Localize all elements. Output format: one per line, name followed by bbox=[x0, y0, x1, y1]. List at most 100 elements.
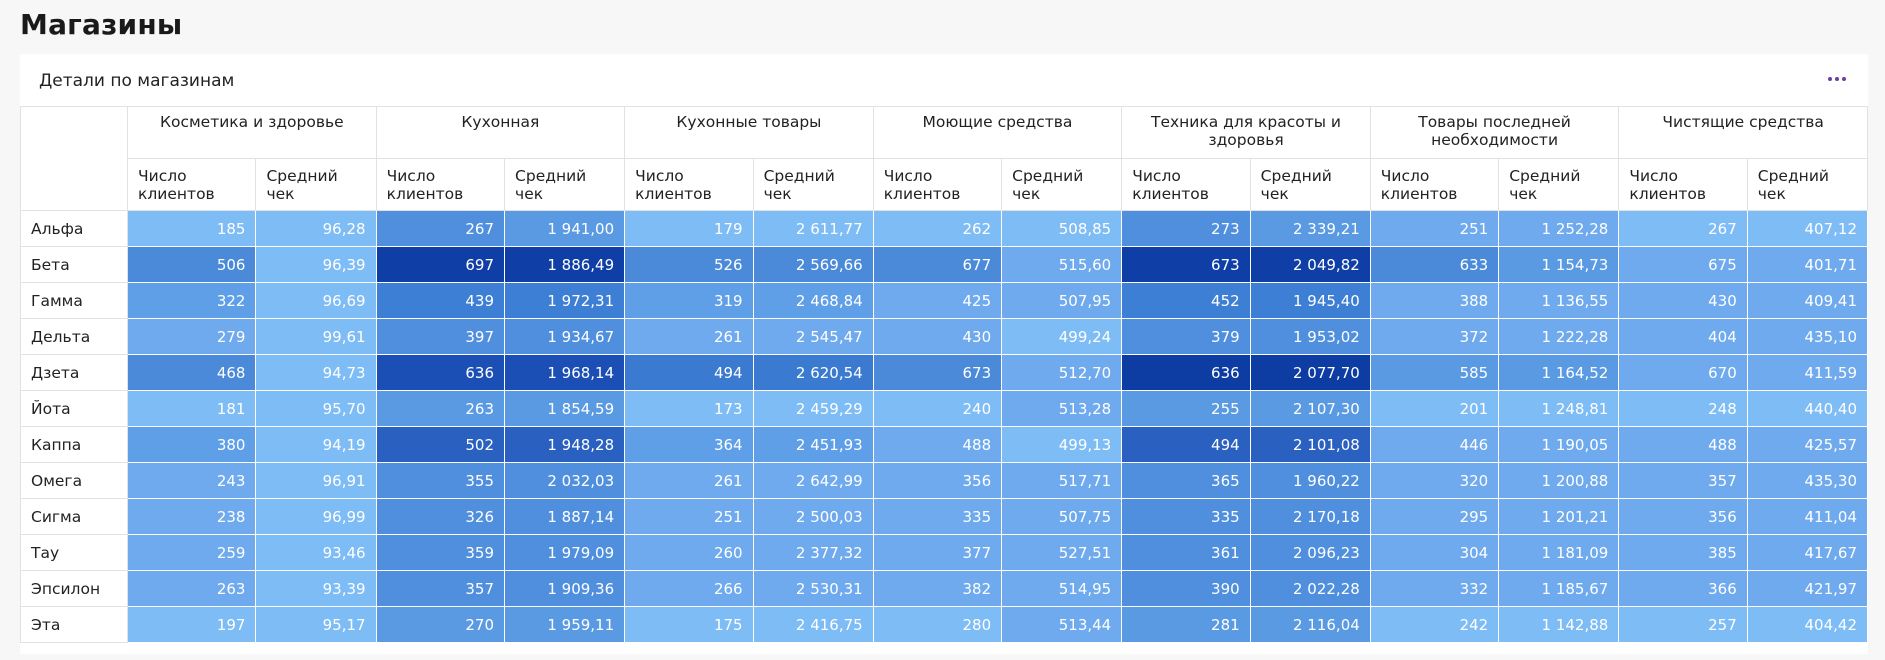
column-header-clients[interactable]: Число клиентов bbox=[872, 158, 1003, 211]
table-cell: 356 bbox=[872, 462, 1003, 499]
column-header-clients[interactable]: Число клиентов bbox=[1121, 158, 1251, 211]
column-group-header[interactable]: Кухонная bbox=[375, 106, 626, 159]
table-cell: 2 416,75 bbox=[752, 606, 874, 643]
column-header-clients[interactable]: Число клиентов bbox=[1618, 158, 1748, 211]
table-cell: 1 252,28 bbox=[1498, 210, 1620, 247]
table-cell: 365 bbox=[1121, 462, 1251, 499]
table-cell: 404,42 bbox=[1746, 606, 1869, 643]
table-cell: 95,70 bbox=[255, 390, 377, 427]
more-dots-icon bbox=[1828, 77, 1832, 81]
table-row: Альфа 185 96,28 267 1 941,00 179 2 611,77 262 50… bbox=[19, 210, 1869, 247]
table-cell: 439 bbox=[375, 282, 506, 319]
table-cell: 1 201,21 bbox=[1498, 498, 1620, 535]
table-cell: 488 bbox=[872, 426, 1003, 463]
column-group-header[interactable]: Товары последней необходимости bbox=[1369, 106, 1620, 159]
table-cell: 633 bbox=[1369, 246, 1500, 283]
column-group-header[interactable]: Кухонные товары bbox=[624, 106, 874, 159]
table-row: Омега 243 96,91 355 2 032,03 261 2 642,99 356 51… bbox=[19, 462, 1869, 499]
column-group-header[interactable]: Моющие средства bbox=[872, 106, 1123, 159]
table-cell: 355 bbox=[375, 462, 506, 499]
table-cell: 1 972,31 bbox=[504, 282, 626, 319]
column-header-clients[interactable]: Число клиентов bbox=[1369, 158, 1500, 211]
table-cell: 527,51 bbox=[1001, 534, 1123, 571]
page-title: Магазины bbox=[20, 8, 183, 41]
column-group-header[interactable]: Техника для красоты и здоровья bbox=[1121, 106, 1371, 159]
row-label: Йота bbox=[19, 390, 129, 427]
table-cell: 1 953,02 bbox=[1249, 318, 1371, 355]
table-cell: 96,28 bbox=[255, 210, 377, 247]
table-cell: 2 451,93 bbox=[752, 426, 874, 463]
column-group-header[interactable]: Чистящие средства bbox=[1618, 106, 1868, 159]
table-cell: 411,59 bbox=[1746, 354, 1869, 391]
column-header-avg-check[interactable]: Средний чек bbox=[255, 158, 377, 211]
table-cell: 251 bbox=[624, 498, 754, 535]
table-cell: 94,19 bbox=[255, 426, 377, 463]
table-cell: 260 bbox=[624, 534, 754, 571]
table-cell: 99,61 bbox=[255, 318, 377, 355]
column-header-avg-check[interactable]: Средний чек bbox=[1498, 158, 1620, 211]
column-header-avg-check[interactable]: Средний чек bbox=[1001, 158, 1123, 211]
table-cell: 319 bbox=[624, 282, 754, 319]
table-row: Тау 259 93,46 359 1 979,09 260 2 377,32 377 527,… bbox=[19, 534, 1869, 571]
table-cell: 1 200,88 bbox=[1498, 462, 1620, 499]
table-cell: 2 569,66 bbox=[752, 246, 874, 283]
table-cell: 2 500,03 bbox=[752, 498, 874, 535]
table-cell: 425,57 bbox=[1746, 426, 1869, 463]
table-cell: 515,60 bbox=[1001, 246, 1123, 283]
table-row: Эта 197 95,17 270 1 959,11 175 2 416,75 280 513,… bbox=[19, 606, 1869, 643]
row-label: Гамма bbox=[19, 282, 129, 319]
table-cell: 499,24 bbox=[1001, 318, 1123, 355]
table-cell: 468 bbox=[127, 354, 257, 391]
table-cell: 2 642,99 bbox=[752, 462, 874, 499]
table-cell: 673 bbox=[1121, 246, 1251, 283]
table-cell: 261 bbox=[624, 318, 754, 355]
table-cell: 585 bbox=[1369, 354, 1500, 391]
column-header-avg-check[interactable]: Средний чек bbox=[504, 158, 626, 211]
table-cell: 401,71 bbox=[1746, 246, 1869, 283]
table-cell: 262 bbox=[872, 210, 1003, 247]
table-row: Гамма 322 96,69 439 1 972,31 319 2 468,84 425 50… bbox=[19, 282, 1869, 319]
column-header-avg-check[interactable]: Средний чек bbox=[1746, 158, 1869, 211]
table-cell: 507,75 bbox=[1001, 498, 1123, 535]
table-cell: 382 bbox=[872, 570, 1003, 607]
column-header-avg-check[interactable]: Средний чек bbox=[1249, 158, 1371, 211]
table-cell: 2 101,08 bbox=[1249, 426, 1371, 463]
table-cell: 407,12 bbox=[1746, 210, 1869, 247]
table-cell: 2 545,47 bbox=[752, 318, 874, 355]
table-cell: 446 bbox=[1369, 426, 1500, 463]
table-cell: 526 bbox=[624, 246, 754, 283]
row-label: Омега bbox=[19, 462, 129, 499]
table-cell: 335 bbox=[1121, 498, 1251, 535]
table-cell: 2 620,54 bbox=[752, 354, 874, 391]
column-header-avg-check[interactable]: Средний чек bbox=[752, 158, 874, 211]
table-cell: 452 bbox=[1121, 282, 1251, 319]
table-cell: 507,95 bbox=[1001, 282, 1123, 319]
more-options-button[interactable] bbox=[1824, 68, 1850, 90]
column-group-header[interactable]: Косметика и здоровье bbox=[127, 106, 377, 159]
table-cell: 2 116,04 bbox=[1249, 606, 1371, 643]
table-cell: 96,99 bbox=[255, 498, 377, 535]
table-cell: 2 022,28 bbox=[1249, 570, 1371, 607]
table-cell: 1 948,28 bbox=[504, 426, 626, 463]
table-cell: 267 bbox=[375, 210, 506, 247]
table-row: Дельта 279 99,61 397 1 934,67 261 2 545,47 430 4… bbox=[19, 318, 1869, 355]
row-label: Дельта bbox=[19, 318, 129, 355]
table-cell: 259 bbox=[127, 534, 257, 571]
table-cell: 94,73 bbox=[255, 354, 377, 391]
table-cell: 697 bbox=[375, 246, 506, 283]
column-header-clients[interactable]: Число клиентов bbox=[375, 158, 506, 211]
table-cell: 1 248,81 bbox=[1498, 390, 1620, 427]
column-header-clients[interactable]: Число клиентов bbox=[624, 158, 754, 211]
table-cell: 2 096,23 bbox=[1249, 534, 1371, 571]
table-cell: 304 bbox=[1369, 534, 1500, 571]
table-cell: 512,70 bbox=[1001, 354, 1123, 391]
table-cell: 93,46 bbox=[255, 534, 377, 571]
column-header-clients[interactable]: Число клиентов bbox=[127, 158, 257, 211]
table-cell: 281 bbox=[1121, 606, 1251, 643]
table-cell: 364 bbox=[624, 426, 754, 463]
row-label: Бета bbox=[19, 246, 129, 283]
table-cell: 1 945,40 bbox=[1249, 282, 1371, 319]
table-cell: 1 222,28 bbox=[1498, 318, 1620, 355]
table-cell: 96,69 bbox=[255, 282, 377, 319]
table-cell: 2 170,18 bbox=[1249, 498, 1371, 535]
